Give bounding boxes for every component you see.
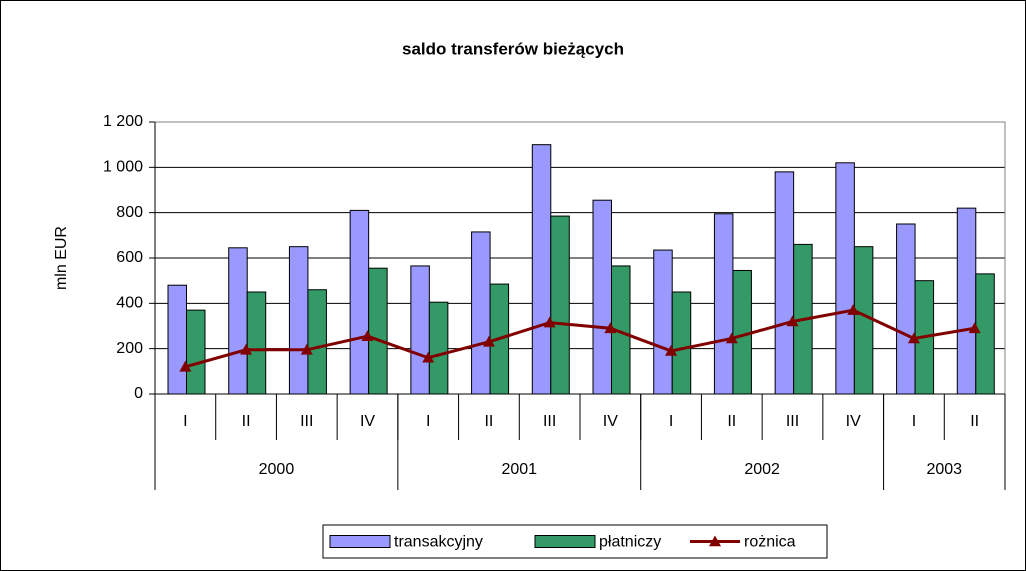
bar — [246, 291, 267, 395]
x-tick-label: IV — [846, 413, 861, 430]
x-tick-label: I — [183, 413, 187, 430]
bar — [349, 209, 370, 395]
y-tick-label: 1 200 — [103, 113, 143, 130]
line — [184, 308, 975, 369]
y-axis-label: mln EUR — [53, 226, 70, 290]
bar — [853, 246, 874, 395]
line-marker — [482, 335, 495, 347]
x-tick-label: III — [543, 413, 556, 430]
line-marker — [968, 322, 981, 334]
x-tick-label: II — [484, 413, 493, 430]
bar — [288, 246, 309, 395]
bar — [471, 231, 491, 395]
bar — [592, 199, 612, 395]
bar — [835, 162, 855, 395]
year-label: 2001 — [501, 461, 537, 478]
year-label: 2000 — [259, 461, 295, 478]
bar — [956, 207, 977, 395]
line-marker — [179, 360, 192, 372]
x-tick-label: IV — [360, 413, 375, 430]
x-tick-label: III — [786, 413, 799, 430]
bar — [774, 171, 795, 395]
x-tick-label: IV — [603, 413, 618, 430]
y-tick-label: 0 — [134, 385, 143, 402]
bar — [167, 284, 187, 395]
line-marker — [361, 330, 374, 341]
legend-label: transakcyjny — [394, 534, 483, 551]
x-tick-label: I — [912, 413, 916, 430]
line-marker — [786, 315, 799, 327]
legend-label: płatniczy — [599, 534, 661, 551]
line-marker — [665, 344, 678, 356]
y-tick-label: 200 — [116, 340, 143, 357]
y-tick-label: 1 000 — [103, 159, 143, 176]
line-marker — [543, 316, 556, 328]
bar — [428, 301, 449, 395]
y-tick-label: 400 — [116, 295, 143, 312]
line-marker — [300, 343, 313, 355]
legend-marker — [709, 535, 721, 547]
bar — [228, 247, 248, 395]
line-marker — [847, 304, 860, 315]
legend-swatch — [534, 535, 596, 548]
x-tick-label: II — [727, 413, 736, 430]
line-marker — [240, 343, 253, 355]
bar — [186, 309, 206, 395]
year-label: 2002 — [744, 461, 780, 478]
line-marker — [422, 351, 435, 363]
bar — [550, 215, 570, 395]
line-marker — [604, 322, 617, 334]
line-marker — [725, 332, 738, 344]
y-tick-label: 800 — [116, 204, 143, 221]
x-tick-label: I — [669, 413, 673, 430]
bar — [368, 267, 388, 395]
year-label: 2003 — [926, 461, 962, 478]
x-tick-label: II — [970, 413, 979, 430]
bar — [531, 144, 552, 395]
bar — [671, 291, 692, 395]
bar — [896, 223, 916, 395]
bar — [410, 265, 430, 395]
x-tick-label: I — [426, 413, 430, 430]
bar — [653, 249, 673, 395]
legend-swatch — [329, 535, 391, 548]
line-marker — [907, 332, 920, 344]
x-tick-label: III — [300, 413, 313, 430]
bar — [975, 273, 995, 395]
y-tick-label: 600 — [116, 249, 143, 266]
bar — [307, 289, 327, 395]
x-tick-label: II — [242, 413, 251, 430]
legend-label: rożnica — [744, 534, 796, 551]
bar — [713, 213, 734, 395]
chart-title: saldo transferów bieżących — [402, 39, 624, 58]
